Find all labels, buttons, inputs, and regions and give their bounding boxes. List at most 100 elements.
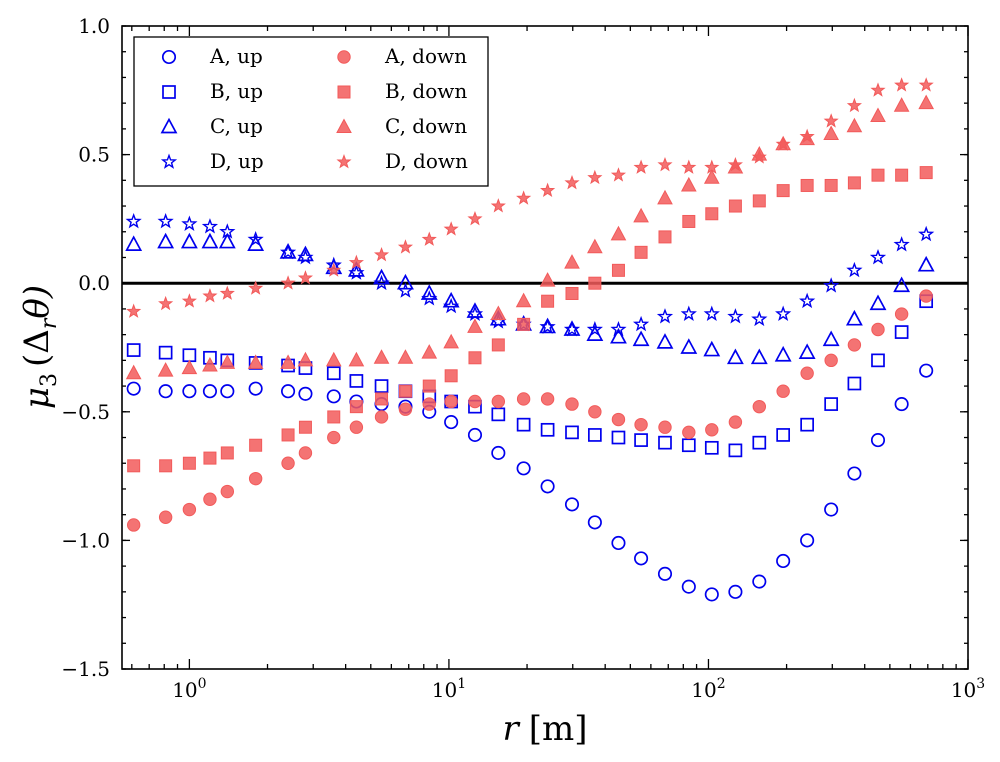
point-d-up-31 (869, 248, 887, 265)
point-d-down-5 (248, 280, 264, 295)
point-d-up-32 (893, 236, 910, 252)
y-axis-label-args: (Δ (17, 329, 57, 367)
point-a-down-25 (728, 415, 743, 429)
point-c-down-31 (870, 107, 886, 123)
point-c-up-6 (279, 243, 297, 259)
point-d-up-30 (846, 261, 863, 278)
point-d-up-28 (799, 292, 816, 309)
point-c-down-19 (587, 238, 603, 254)
point-d-up-12 (421, 290, 438, 306)
point-b-down-21 (634, 245, 648, 259)
point-d-down-16 (516, 190, 532, 205)
point-c-down-7 (297, 351, 314, 367)
axis-ticks-layer: −1.5 −1.0 −0.5 0.0 0.5 1.0 100 101 102 103 (61, 14, 985, 702)
point-c-up-13 (442, 291, 460, 308)
point-d-down-11 (397, 239, 414, 254)
point-a-down-8 (327, 430, 341, 445)
point-a-up-8 (326, 389, 341, 404)
point-d-up-17 (539, 318, 556, 334)
legend-label-d-down: D, down (385, 149, 468, 173)
point-d-up-1 (157, 212, 174, 229)
point-b-down-9 (349, 400, 363, 414)
point-c-down-20 (610, 225, 627, 241)
point-c-down-30 (846, 117, 863, 133)
point-a-up-19 (587, 515, 602, 530)
x-tick-label-2: 102 (691, 676, 725, 702)
point-d-up-7 (297, 248, 314, 265)
point-c-down-13 (443, 333, 459, 349)
point-d-down-22 (657, 156, 673, 172)
x-axis-label-unit: [m] (529, 709, 588, 749)
point-a-down-29 (824, 353, 838, 368)
point-b-down-3 (203, 451, 217, 465)
point-c-up-4 (218, 232, 236, 249)
x-axis-label-var: r (502, 709, 520, 749)
point-d-down-32 (894, 77, 910, 92)
point-b-up-21 (634, 433, 648, 447)
point-a-down-12 (422, 397, 436, 411)
point-a-up-30 (847, 466, 862, 481)
point-b-down-5 (249, 438, 263, 452)
point-d-down-4 (219, 285, 235, 300)
point-d-down-3 (202, 288, 218, 303)
point-b-up-26 (752, 435, 767, 450)
point-c-down-1 (157, 362, 174, 377)
legend-marker-c-down (336, 118, 352, 133)
x-tick-label-0: 100 (172, 676, 206, 702)
point-d-down-33 (918, 77, 934, 92)
point-b-up-30 (847, 376, 862, 391)
point-a-up-6 (281, 384, 296, 399)
point-d-down-9 (348, 254, 364, 270)
point-c-down-24 (703, 169, 720, 184)
point-b-down-12 (422, 379, 436, 393)
point-d-down-15 (490, 198, 506, 213)
point-a-up-15 (491, 445, 506, 461)
point-d-up-29 (823, 277, 840, 293)
point-d-up-25 (727, 308, 744, 324)
point-b-down-30 (847, 176, 861, 190)
point-a-up-0 (126, 381, 141, 396)
point-b-up-27 (776, 428, 791, 442)
point-a-down-30 (847, 338, 862, 352)
y-tick-label-2: −0.5 (61, 400, 110, 424)
legend-marker-a-down (337, 50, 351, 64)
point-b-down-1 (159, 459, 173, 473)
point-b-down-4 (220, 446, 234, 460)
point-a-down-4 (220, 484, 235, 499)
point-a-down-0 (126, 518, 141, 532)
point-d-down-8 (326, 262, 342, 277)
legend-marker-d-up (160, 153, 178, 169)
point-d-down-10 (373, 246, 390, 262)
point-a-up-33 (919, 363, 934, 378)
point-b-up-18 (565, 425, 579, 440)
y-axis-label-sub: 3 (37, 373, 62, 387)
point-a-down-14 (468, 394, 482, 409)
point-d-down-30 (846, 97, 862, 113)
point-b-up-29 (824, 397, 839, 411)
point-c-up-21 (632, 330, 650, 347)
point-b-up-16 (516, 417, 531, 432)
point-c-down-16 (515, 292, 532, 308)
point-a-up-7 (298, 386, 313, 401)
point-a-up-4 (220, 384, 235, 399)
y-tick-label-5: 1.0 (78, 14, 110, 38)
point-c-up-10 (373, 268, 390, 285)
point-a-up-16 (516, 461, 531, 476)
point-a-up-3 (202, 384, 217, 399)
point-d-up-0 (125, 212, 142, 229)
point-d-down-25 (727, 156, 743, 172)
legend: A, up B, up C, up D, up A, down B, down … (133, 36, 489, 187)
point-b-down-26 (752, 194, 766, 208)
point-b-down-6 (281, 428, 295, 442)
point-d-up-19 (586, 320, 603, 337)
point-d-down-18 (564, 174, 580, 190)
point-a-down-10 (374, 410, 389, 424)
point-c-down-32 (893, 97, 910, 112)
point-a-down-19 (588, 405, 602, 419)
point-c-down-0 (125, 364, 142, 380)
point-a-up-13 (444, 415, 459, 430)
point-a-down-17 (540, 392, 555, 406)
point-c-up-18 (563, 320, 581, 336)
point-d-down-23 (681, 159, 697, 174)
point-a-down-16 (516, 392, 531, 406)
